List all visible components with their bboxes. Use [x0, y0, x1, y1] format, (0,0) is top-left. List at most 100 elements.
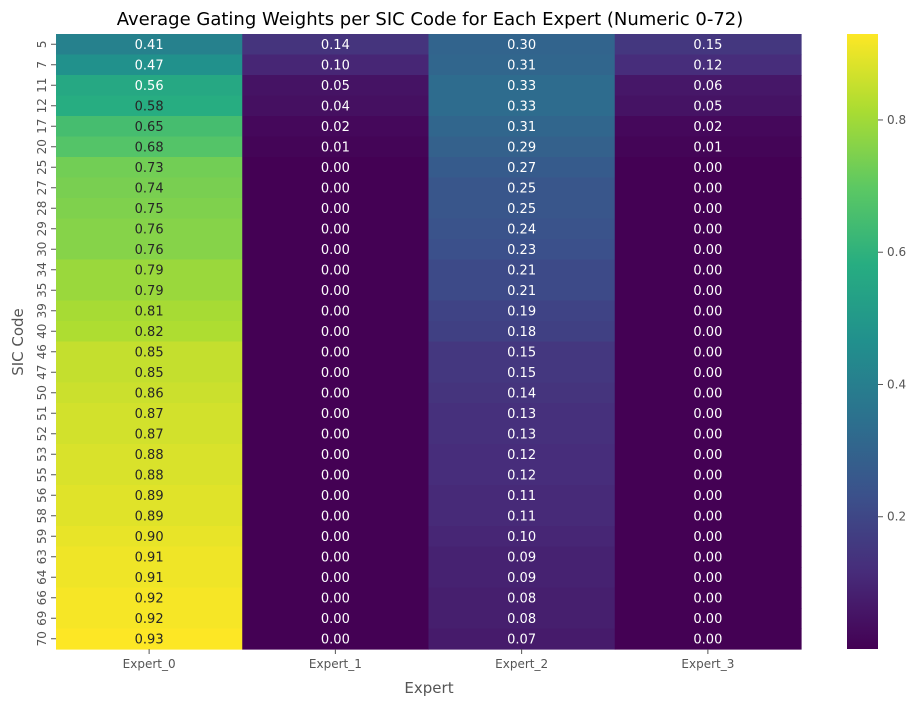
cell-value-label: 0.00 — [321, 325, 350, 340]
heatmap-cell — [614, 177, 802, 199]
cell-value-label: 0.31 — [507, 58, 536, 73]
cell-value-label: 0.00 — [321, 427, 350, 442]
cell-value-label: 0.02 — [693, 120, 722, 135]
heatmap-cell — [428, 177, 616, 199]
cell-value-label: 0.89 — [135, 489, 164, 504]
cell-value-label: 0.04 — [321, 99, 350, 114]
cell-value-label: 0.00 — [693, 571, 722, 586]
heatmap-cell — [428, 239, 616, 261]
y-tick-label: 35 — [35, 283, 49, 298]
heatmap-cell — [428, 587, 616, 609]
heatmap-cell — [614, 382, 802, 404]
cell-value-label: 0.00 — [693, 386, 722, 401]
cell-value-label: 0.68 — [135, 140, 164, 155]
heatmap-cell — [614, 116, 802, 138]
cell-value-label: 0.31 — [507, 120, 536, 135]
cell-value-label: 0.33 — [507, 99, 536, 114]
cell-value-label: 0.21 — [507, 284, 536, 299]
cell-value-label: 0.85 — [135, 345, 164, 360]
heatmap-cell — [56, 546, 243, 568]
y-tick-label: 47 — [35, 365, 49, 380]
heatmap-cell — [56, 177, 243, 199]
cell-value-label: 0.00 — [693, 345, 722, 360]
y-tick-label: 25 — [35, 160, 49, 175]
heatmap-cell — [428, 608, 616, 630]
heatmap-cell — [242, 321, 430, 343]
heatmap-cell — [614, 546, 802, 568]
cell-value-label: 0.00 — [693, 612, 722, 627]
y-tick-label: 34 — [35, 262, 49, 277]
y-tick-label: 70 — [35, 631, 49, 646]
heatmap-cell — [428, 321, 616, 343]
cell-value-label: 0.19 — [507, 304, 536, 319]
heatmap-cell — [56, 567, 243, 589]
heatmap-cell — [56, 239, 243, 261]
cell-value-label: 0.85 — [135, 366, 164, 381]
y-tick-label: 17 — [35, 119, 49, 134]
cell-value-label: 0.00 — [321, 243, 350, 258]
heatmap-cell — [56, 34, 243, 56]
cell-value-label: 0.73 — [135, 161, 164, 176]
heatmap-cell — [242, 54, 430, 76]
heatmap-cell — [428, 95, 616, 117]
heatmap-cell — [242, 567, 430, 589]
cell-value-label: 0.06 — [693, 79, 722, 94]
cell-value-label: 0.00 — [321, 263, 350, 278]
colorbar-ticks: 0.2 0.4 0.6 0.8 — [878, 113, 906, 524]
heatmap-cell — [614, 259, 802, 281]
y-tick-label: 12 — [35, 98, 49, 113]
heatmap-cell — [56, 485, 243, 507]
cell-value-label: 0.00 — [693, 325, 722, 340]
y-tick-label: 5 — [35, 40, 49, 48]
heatmap-cell — [56, 300, 243, 322]
cell-value-label: 0.00 — [321, 222, 350, 237]
heatmap-cell — [242, 157, 430, 179]
heatmap-cell — [56, 280, 243, 302]
heatmap-cell — [242, 464, 430, 486]
heatmap-cell — [614, 464, 802, 486]
colorbar-tick-label: 0.8 — [887, 113, 906, 127]
cell-value-label: 0.56 — [135, 79, 164, 94]
cell-value-label: 0.65 — [135, 120, 164, 135]
heatmap-cell — [56, 587, 243, 609]
cell-value-label: 0.82 — [135, 325, 164, 340]
x-tick-label: Expert_0 — [123, 657, 176, 671]
cell-value-label: 0.00 — [693, 448, 722, 463]
cell-value-label: 0.10 — [507, 530, 536, 545]
heatmap-cell — [614, 300, 802, 322]
cell-value-label: 0.00 — [693, 509, 722, 524]
y-tick-label: 46 — [35, 344, 49, 359]
cell-value-label: 0.01 — [693, 140, 722, 155]
heatmap-cell — [56, 505, 243, 527]
heatmap-cells — [56, 34, 802, 650]
heatmap-cell — [614, 280, 802, 302]
chart-title: Average Gating Weights per SIC Code for … — [117, 9, 744, 30]
heatmap-cell — [56, 198, 243, 220]
cell-value-label: 0.00 — [693, 161, 722, 176]
heatmap-cell — [56, 423, 243, 445]
cell-value-label: 0.00 — [321, 161, 350, 176]
y-tick-label: 64 — [35, 570, 49, 585]
heatmap-cell — [242, 136, 430, 158]
heatmap-cell — [242, 259, 430, 281]
y-tick-label: 55 — [35, 467, 49, 482]
cell-value-label: 0.00 — [693, 366, 722, 381]
y-axis-label: SIC Code — [9, 308, 27, 376]
heatmap-cell — [428, 54, 616, 76]
x-axis-label: Expert — [404, 679, 453, 697]
y-tick-label: 40 — [35, 324, 49, 339]
heatmap-cell — [428, 362, 616, 384]
heatmap-cell-labels: 0.41 0.14 0.30 0.15 0.47 0.10 0.31 0.12 0.56 0.05… — [135, 38, 723, 648]
cell-value-label: 0.05 — [693, 99, 722, 114]
heatmap-cell — [242, 116, 430, 138]
heatmap-cell — [56, 95, 243, 117]
cell-value-label: 0.00 — [693, 530, 722, 545]
heatmap-cell — [242, 362, 430, 384]
cell-value-label: 0.08 — [507, 591, 536, 606]
cell-value-label: 0.00 — [321, 591, 350, 606]
cell-value-label: 0.00 — [693, 181, 722, 196]
cell-value-label: 0.00 — [321, 366, 350, 381]
heatmap-cell — [428, 157, 616, 179]
cell-value-label: 0.00 — [321, 448, 350, 463]
